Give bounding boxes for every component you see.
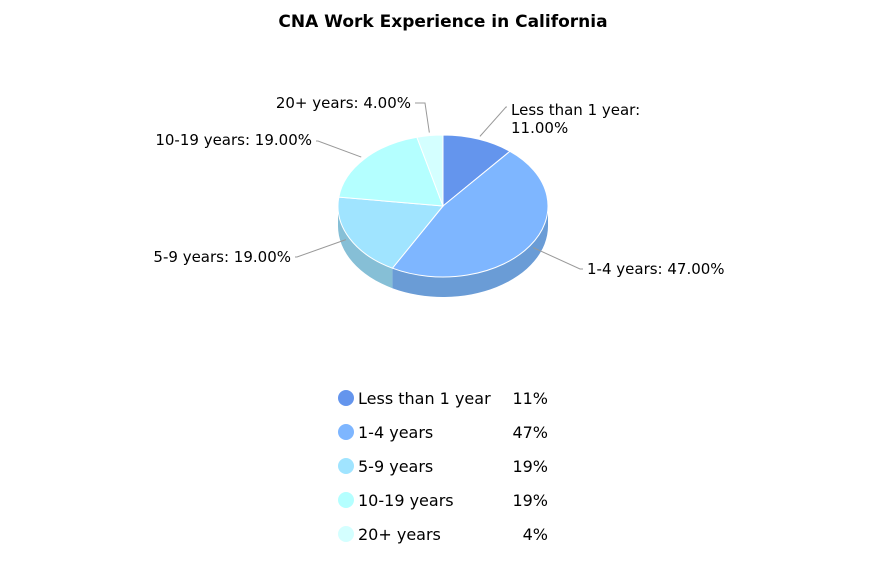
pie-leader-line-4 (415, 102, 430, 133)
legend-swatch-0 (338, 390, 354, 406)
legend: Less than 1 year 11% 1-4 years 47% 5-9 years… (338, 389, 548, 544)
legend-swatch-2 (338, 458, 354, 474)
pie-slice-2[interactable] (337, 196, 444, 269)
pie-leader-line-0 (479, 106, 507, 137)
pie-label-1: 1-4 years: 47.00% (587, 260, 725, 278)
legend-value-3: 19% (512, 491, 548, 510)
legend-value-0: 11% (512, 389, 548, 408)
pie-slice-0[interactable] (442, 134, 511, 208)
pie-slices-group (337, 134, 549, 278)
pie-depth-group (338, 206, 548, 297)
legend-swatch-4 (338, 526, 354, 542)
legend-label-3: 10-19 years (358, 491, 454, 510)
pie-leader-line-1 (532, 247, 583, 270)
pie-leader-line-3 (316, 140, 362, 158)
pie-label-0: Less than 1 year: 11.00% (511, 101, 640, 137)
legend-label-1: 1-4 years (358, 423, 433, 442)
pie-slice-3[interactable] (338, 136, 444, 207)
pie-slice-side-1 (392, 206, 548, 297)
pie-slice-1[interactable] (391, 150, 549, 278)
legend-item-1[interactable]: 1-4 years 47% (338, 423, 548, 442)
pie-labels-group: Less than 1 year: 11.00% 1-4 years: 47.00%… (153, 94, 724, 278)
legend-value-1: 47% (512, 423, 548, 442)
legend-label-2: 5-9 years (358, 457, 433, 476)
legend-item-0[interactable]: Less than 1 year 11% (338, 389, 548, 408)
chart-title: CNA Work Experience in California (278, 12, 607, 32)
legend-item-4[interactable]: 20+ years 4% (338, 525, 548, 544)
legend-item-2[interactable]: 5-9 years 19% (338, 457, 548, 476)
pie-slice-side-2 (338, 206, 393, 289)
legend-value-2: 19% (512, 457, 548, 476)
legend-label-4: 20+ years (358, 525, 441, 544)
legend-swatch-1 (338, 424, 354, 440)
pie-label-4: 20+ years: 4.00% (276, 94, 411, 112)
legend-value-4: 4% (523, 525, 548, 544)
legend-label-0: Less than 1 year (358, 389, 491, 408)
pie-label-2: 5-9 years: 19.00% (153, 248, 291, 266)
pie-label-3: 10-19 years: 19.00% (155, 131, 312, 149)
legend-swatch-3 (338, 492, 354, 508)
legend-item-3[interactable]: 10-19 years 19% (338, 491, 548, 510)
pie-slice-4[interactable] (416, 134, 444, 207)
pie-leader-line-2 (295, 239, 347, 258)
